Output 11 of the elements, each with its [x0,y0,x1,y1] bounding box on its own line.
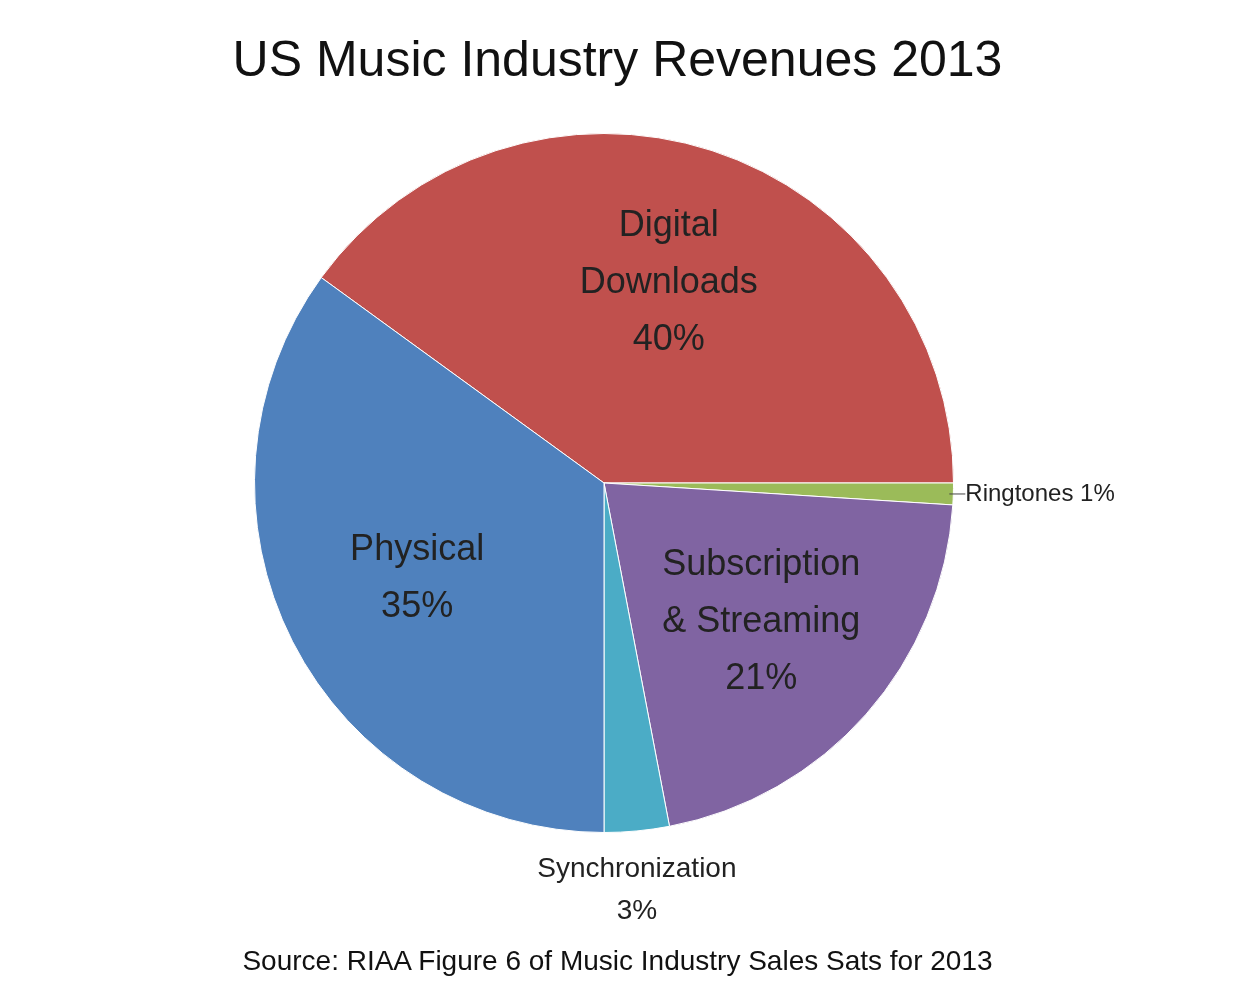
data-label: 21% [725,655,798,697]
data-label: 40% [632,317,705,359]
data-label: 3% [616,893,658,925]
data-label: 35% [381,583,454,625]
slice-label: Synchronization [537,851,737,883]
slice-label: Physical [350,526,485,568]
slice-label: Ringtones 1% [965,478,1115,506]
source-note: Source: RIAA Figure 6 of Music Industry Sales Sats for 2013 [241,945,994,977]
slice-label: Digital Downloads [579,203,758,302]
slice-label: Subscription & Streaming [662,541,861,640]
chart-title: US Music Industry Revenues 2013 [231,30,1004,88]
